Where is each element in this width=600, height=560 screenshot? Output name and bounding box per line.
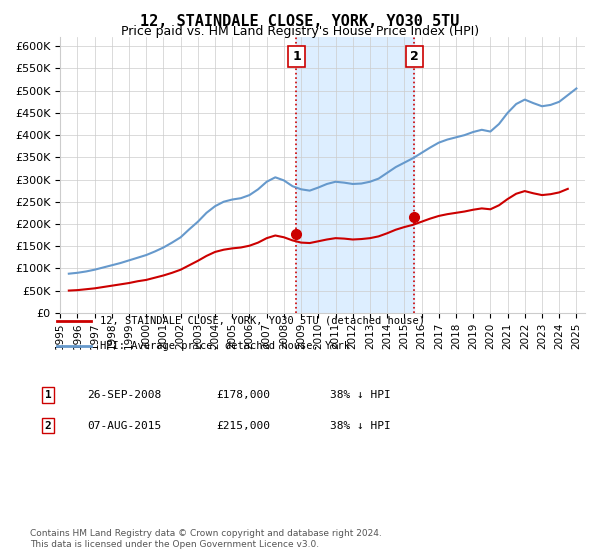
Text: 12, STAINDALE CLOSE, YORK, YO30 5TU (detached house): 12, STAINDALE CLOSE, YORK, YO30 5TU (det…	[100, 316, 425, 326]
Text: 2: 2	[410, 50, 419, 63]
Text: 2: 2	[44, 421, 52, 431]
Text: 38% ↓ HPI: 38% ↓ HPI	[330, 390, 391, 400]
Text: 07-AUG-2015: 07-AUG-2015	[87, 421, 161, 431]
Text: 38% ↓ HPI: 38% ↓ HPI	[330, 421, 391, 431]
Text: 26-SEP-2008: 26-SEP-2008	[87, 390, 161, 400]
Bar	[296, 38, 415, 313]
Text: Price paid vs. HM Land Registry's House Price Index (HPI): Price paid vs. HM Land Registry's House …	[121, 25, 479, 38]
Text: Contains HM Land Registry data © Crown copyright and database right 2024.
This d: Contains HM Land Registry data © Crown c…	[30, 529, 382, 549]
Text: £215,000: £215,000	[216, 421, 270, 431]
Text: HPI: Average price, detached house, York: HPI: Average price, detached house, York	[100, 340, 350, 351]
Text: 12, STAINDALE CLOSE, YORK, YO30 5TU: 12, STAINDALE CLOSE, YORK, YO30 5TU	[140, 14, 460, 29]
Text: 1: 1	[44, 390, 52, 400]
Text: 1: 1	[292, 50, 301, 63]
Text: £178,000: £178,000	[216, 390, 270, 400]
